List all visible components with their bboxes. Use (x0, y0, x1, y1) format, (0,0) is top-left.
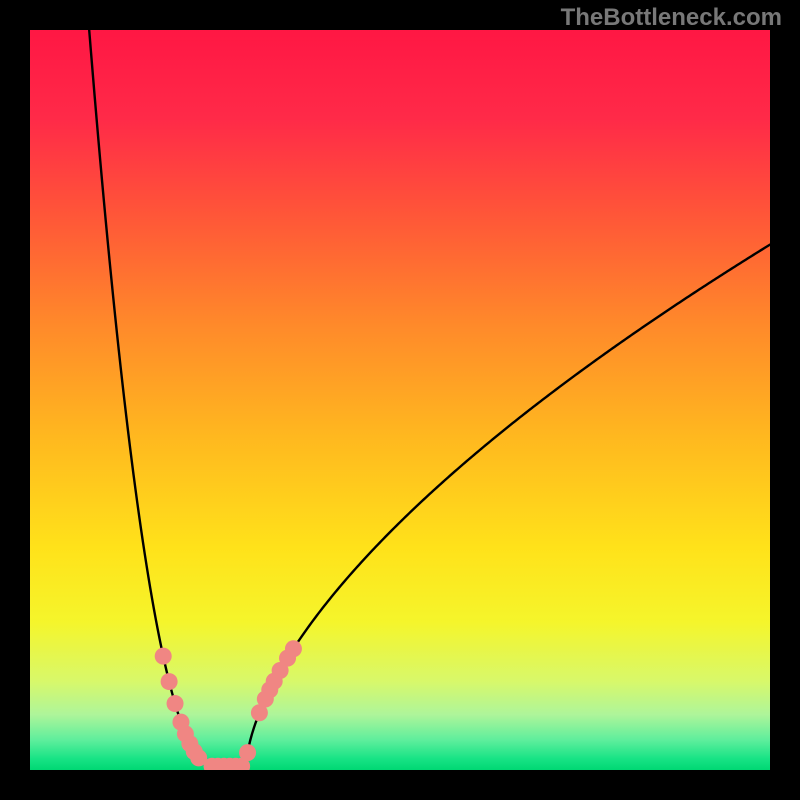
data-marker (239, 744, 256, 761)
data-marker (167, 695, 184, 712)
data-marker (155, 648, 172, 665)
bottleneck-curve-plot (30, 30, 770, 770)
watermark-text: TheBottleneck.com (561, 4, 782, 32)
data-marker (285, 640, 302, 657)
gradient-background (30, 30, 770, 770)
data-marker (161, 673, 178, 690)
